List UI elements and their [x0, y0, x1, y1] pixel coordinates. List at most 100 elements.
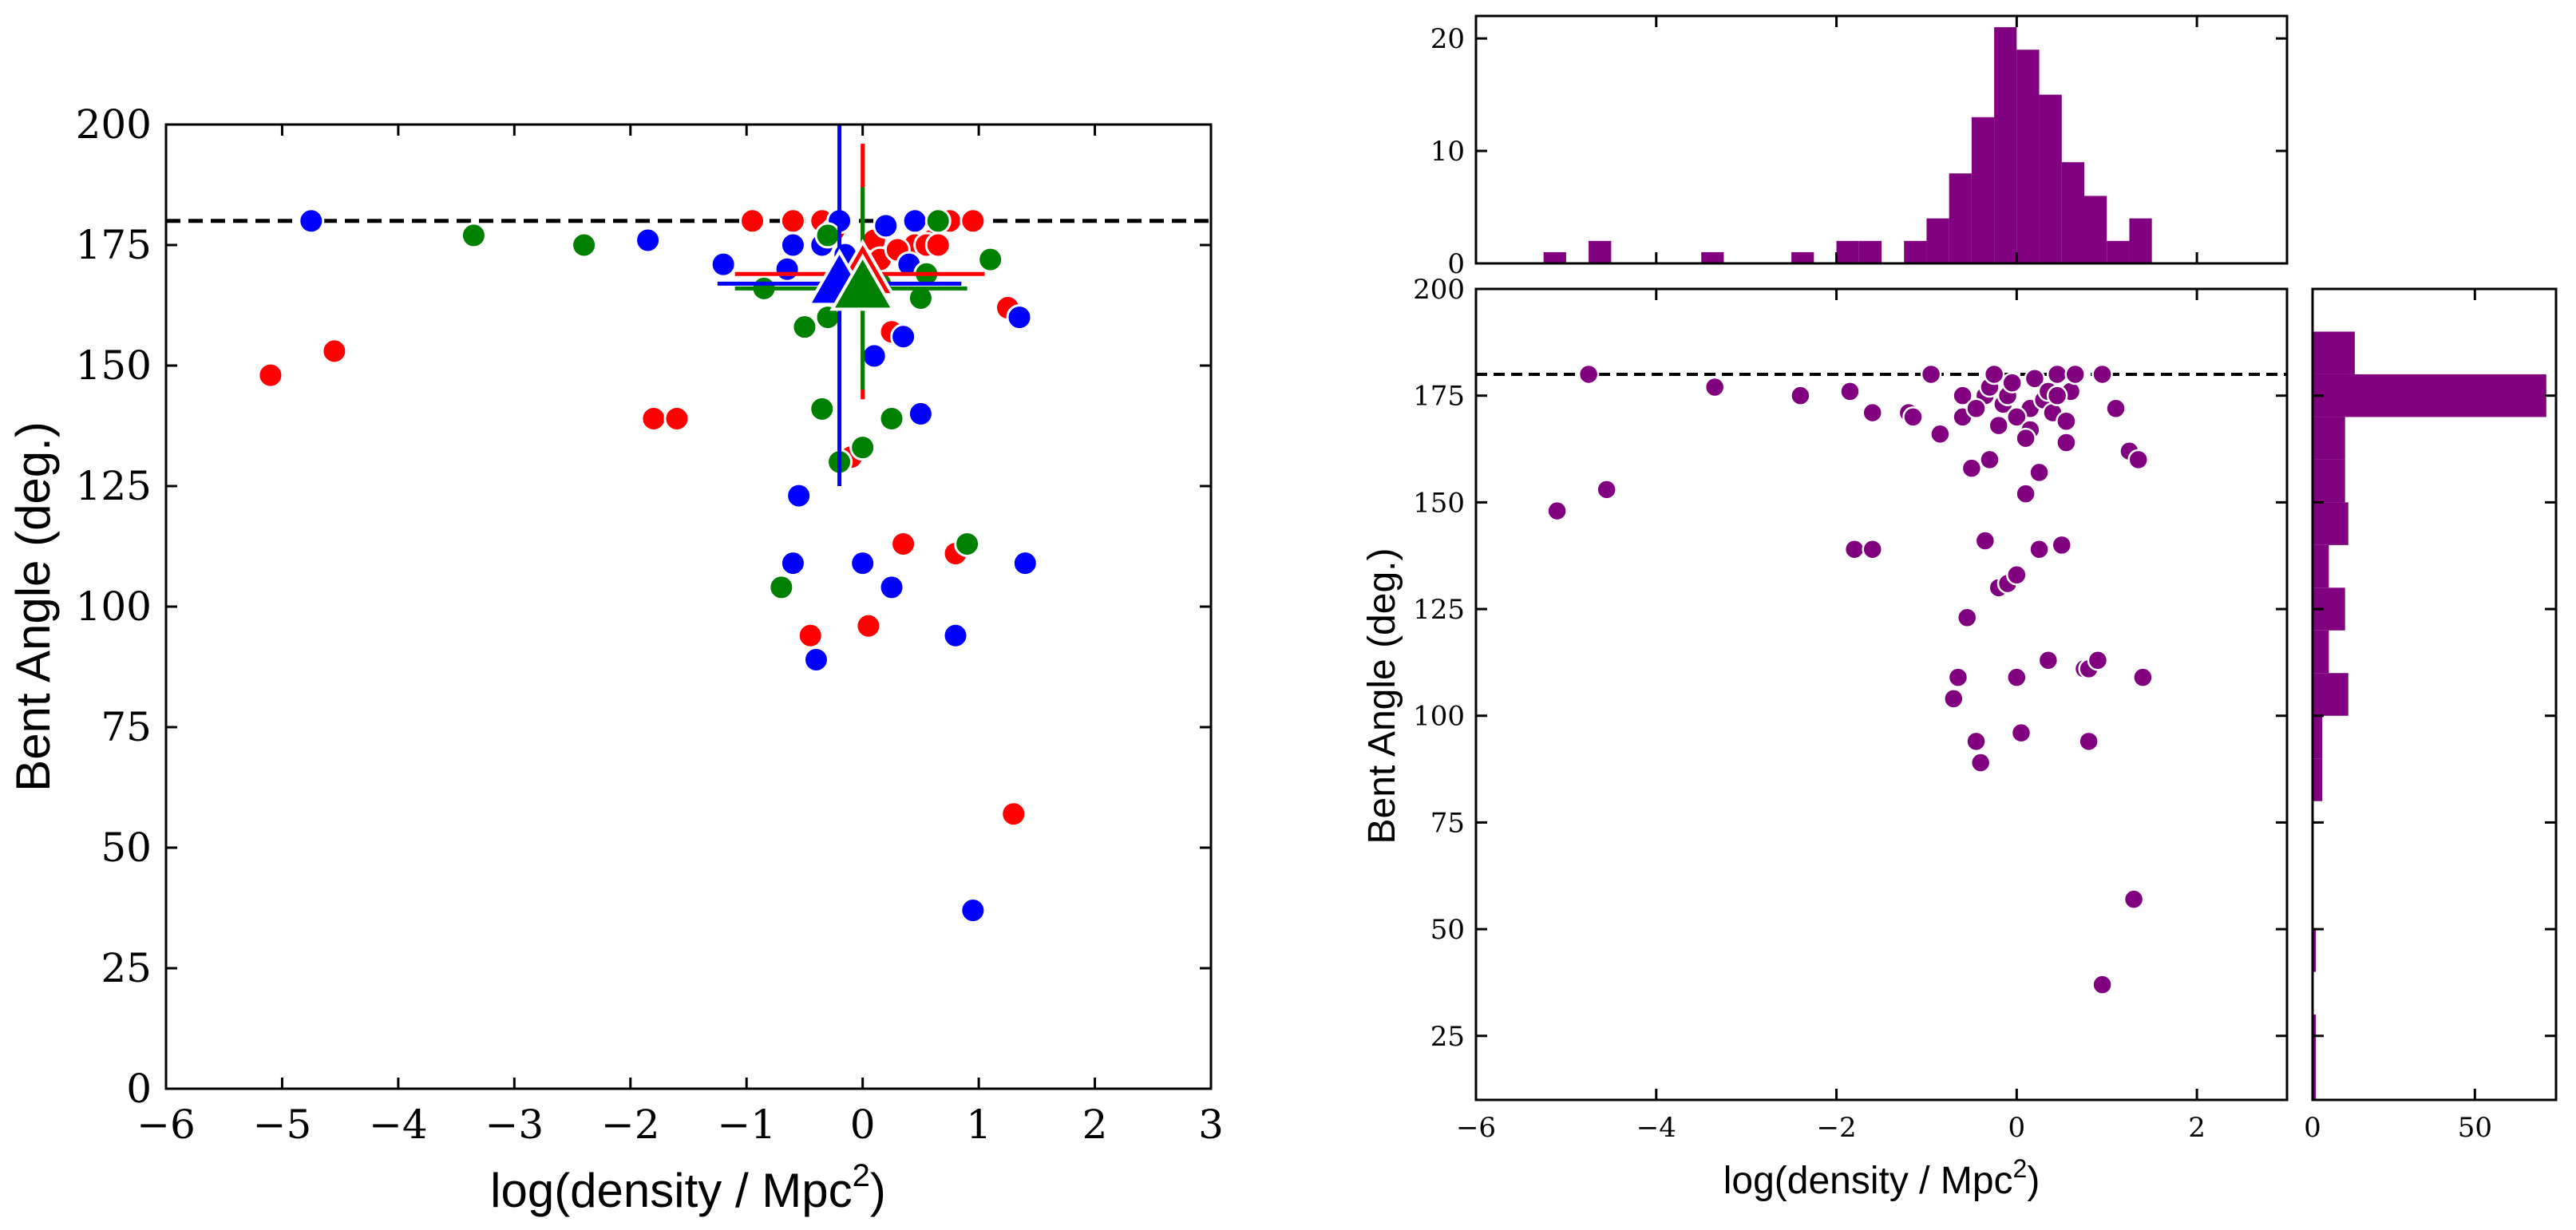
right-point	[2015, 483, 2036, 504]
right-point	[1596, 479, 1617, 500]
right-point	[2087, 649, 2109, 671]
top-histogram-bar	[2016, 49, 2040, 263]
left-y-tick-label: 0	[126, 1066, 152, 1112]
left-point-blue	[1006, 304, 1033, 331]
left-y-tick-label: 150	[76, 342, 152, 389]
right-x-tick-label: −4	[1636, 1112, 1676, 1144]
right-point	[1943, 688, 1965, 710]
top-histogram-y-tick-label: 20	[1430, 23, 1465, 55]
top-histogram-panel: 0 10 20	[1430, 14, 2289, 280]
right-point	[1983, 363, 2005, 386]
left-point-red	[321, 338, 348, 365]
right-point	[2091, 363, 2113, 386]
left-y-tick-label: 100	[76, 583, 152, 630]
left-mean-marker-green	[829, 253, 896, 311]
right-histogram-bar	[2313, 929, 2317, 972]
left-point-green	[878, 405, 905, 432]
left-point-blue	[1011, 550, 1039, 577]
right-point	[2028, 538, 2050, 560]
right-x-axis-label-main: log(density / Mpc	[1723, 1160, 2013, 1202]
right-y-tick-label: 150	[1413, 487, 1465, 519]
right-histogram-x-tick-label: 50	[2458, 1112, 2492, 1144]
right-x-tick-label: 2	[2188, 1112, 2206, 1144]
top-histogram-bar	[1926, 218, 1949, 263]
right-y-tick-label: 175	[1413, 381, 1465, 413]
right-x-axis-label-close: )	[2027, 1160, 2040, 1202]
right-plot-frame	[1474, 287, 2289, 1101]
left-x-axis-label-sup: 2	[853, 1158, 870, 1193]
top-histogram-bar	[1971, 117, 1995, 263]
right-point	[1862, 538, 1883, 560]
right-point	[2015, 427, 2036, 449]
right-y-tick-label: 125	[1413, 594, 1465, 626]
top-histogram-bar	[1836, 240, 1859, 263]
right-y-tick-label: 50	[1430, 914, 1465, 946]
left-point-green	[924, 208, 952, 235]
left-x-axis-label-close: )	[870, 1164, 886, 1217]
right-histogram-bar	[2313, 459, 2345, 503]
left-point-red	[1000, 801, 1027, 828]
right-point	[2006, 406, 2028, 428]
right-histogram-bar	[2313, 331, 2355, 374]
left-point-blue	[849, 550, 876, 577]
left-point-green	[768, 574, 795, 601]
right-histogram-bar	[2313, 673, 2348, 716]
top-histogram-bar	[2129, 218, 2152, 263]
left-x-tick-label: 1	[966, 1101, 991, 1148]
right-point	[1790, 385, 1811, 406]
left-point-green	[954, 530, 981, 557]
left-x-tick-label: −2	[601, 1101, 660, 1148]
right-point	[1862, 401, 1883, 424]
left-y-tick-label: 25	[101, 945, 152, 991]
left-x-axis-label: log(density / Mpc2)	[490, 1158, 886, 1217]
left-x-tick-label: −1	[717, 1101, 776, 1148]
left-point-red	[855, 612, 882, 639]
right-point	[1703, 376, 1726, 398]
right-point	[2127, 449, 2149, 471]
right-point	[1929, 423, 1951, 445]
right-point	[2056, 410, 2077, 433]
left-x-tick-label: 0	[850, 1101, 876, 1148]
left-point-blue	[873, 212, 900, 239]
left-point-green	[849, 434, 876, 461]
right-histogram-bar	[2313, 715, 2323, 759]
right-histogram-bar	[2313, 1057, 2317, 1100]
right-point	[1979, 449, 2000, 471]
right-point	[1546, 500, 1568, 522]
left-point-blue	[907, 400, 934, 427]
right-histogram-bar	[2313, 417, 2345, 460]
left-plot-frame	[164, 123, 1213, 1090]
left-point-blue	[942, 622, 969, 649]
left-point-green	[814, 222, 841, 249]
right-histogram-panel: 0 50	[2304, 287, 2558, 1144]
right-point	[1839, 381, 1861, 402]
right-point	[2046, 385, 2068, 406]
right-point	[1965, 730, 1987, 753]
left-x-tick-label: −5	[253, 1101, 312, 1148]
right-point	[1965, 397, 1987, 419]
top-histogram-bar	[1858, 240, 1882, 263]
left-point-blue	[901, 208, 928, 235]
top-histogram-bar	[2039, 94, 2062, 264]
left-point-blue	[878, 574, 905, 601]
left-x-tick-label: 2	[1082, 1101, 1108, 1148]
left-point-blue	[960, 897, 987, 924]
left-y-tick-label: 50	[101, 825, 152, 871]
left-point-red	[257, 362, 284, 389]
right-histogram-bar	[2313, 374, 2546, 417]
right-point	[2123, 888, 2145, 910]
left-y-axis-label: Bent Angle (deg.)	[6, 421, 60, 792]
left-y-tick-label: 175	[76, 222, 152, 268]
left-point-green	[977, 246, 1004, 273]
left-point-red	[779, 208, 806, 235]
top-histogram-bar	[1791, 251, 1814, 263]
left-point-red	[663, 405, 690, 432]
right-y-axis-label: Bent Angle (deg.)	[1361, 548, 1403, 844]
right-point	[1947, 666, 1969, 688]
right-x-axis-label: log(density / Mpc2)	[1723, 1154, 2040, 1202]
top-histogram-bar	[2084, 196, 2107, 263]
right-histogram-bar	[2313, 758, 2323, 801]
right-point	[2001, 372, 2023, 394]
left-point-green	[907, 284, 934, 311]
